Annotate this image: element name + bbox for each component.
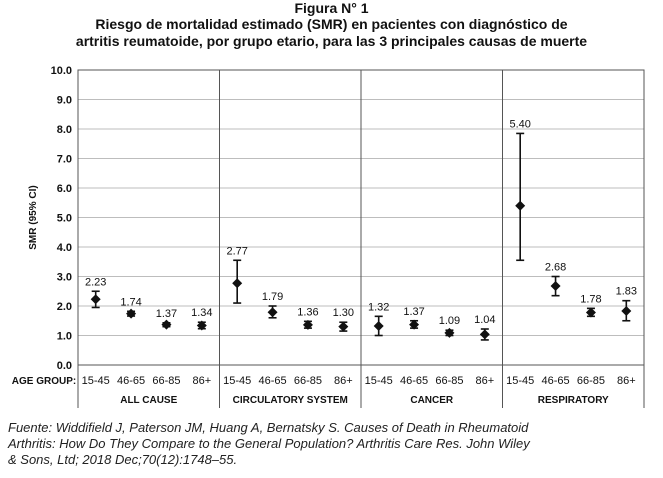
group-label: RESPIRATORY <box>538 395 609 406</box>
data-point-diamond <box>550 280 561 291</box>
data-label: 1.74 <box>120 296 141 308</box>
x-tick-label: 86+ <box>617 375 636 387</box>
y-tick-label: 1.0 <box>57 331 72 343</box>
y-tick-label: 6.0 <box>57 183 72 195</box>
data-label: 2.77 <box>226 245 247 257</box>
x-tick-label: 46-65 <box>117 375 145 387</box>
data-point-diamond <box>409 319 420 330</box>
data-label: 2.68 <box>545 262 566 274</box>
x-tick-label: 86+ <box>475 375 494 387</box>
y-tick-label: 10.0 <box>51 65 72 77</box>
data-point-diamond <box>302 319 313 330</box>
y-tick-label: 9.0 <box>57 95 72 107</box>
group-label: CIRCULATORY SYSTEM <box>233 395 348 406</box>
data-label: 1.30 <box>333 307 354 319</box>
data-label: 1.36 <box>297 306 318 318</box>
figure-caption: Fuente: Widdifield J, Paterson JM, Huang… <box>8 420 658 468</box>
data-point-diamond <box>515 200 526 211</box>
data-point-diamond <box>267 307 278 318</box>
data-point-diamond <box>373 321 384 332</box>
data-point-diamond <box>196 320 207 331</box>
data-label: 1.04 <box>474 314 495 326</box>
data-point-diamond <box>338 321 349 332</box>
data-label: 1.09 <box>439 315 460 327</box>
x-tick-label: 66-85 <box>577 375 605 387</box>
caption-line-1: Fuente: Widdifield J, Paterson JM, Huang… <box>8 420 529 435</box>
x-tick-label: 46-65 <box>258 375 286 387</box>
data-label: 1.83 <box>616 286 637 298</box>
y-tick-label: 2.0 <box>57 301 72 313</box>
data-point-diamond <box>585 307 596 318</box>
data-label: 1.78 <box>580 293 601 305</box>
data-point-diamond <box>126 308 137 319</box>
data-label: 1.34 <box>191 307 212 319</box>
x-tick-label: 66-85 <box>435 375 463 387</box>
y-tick-label: 7.0 <box>57 154 72 166</box>
data-label: 1.37 <box>156 308 177 320</box>
data-point-diamond <box>161 319 172 330</box>
x-tick-label: 86+ <box>192 375 211 387</box>
x-tick-label: 15-45 <box>82 375 110 387</box>
x-tick-label: 46-65 <box>541 375 569 387</box>
data-label: 1.79 <box>262 291 283 303</box>
group-label: ALL CAUSE <box>120 395 177 406</box>
x-tick-label: 86+ <box>334 375 353 387</box>
y-axis-label: SMR (95% CI) <box>28 185 39 249</box>
data-point-diamond <box>621 306 632 317</box>
group-label: CANCER <box>410 395 454 406</box>
x-tick-label: 15-45 <box>365 375 393 387</box>
data-point-diamond <box>479 329 490 340</box>
x-tick-label: 66-85 <box>152 375 180 387</box>
chart-title-line-1: Riesgo de mortalidad estimado (SMR) en p… <box>95 16 568 32</box>
x-axis-label: AGE GROUP: <box>12 376 76 387</box>
data-label: 1.37 <box>403 306 424 318</box>
y-tick-label: 4.0 <box>57 242 72 254</box>
data-label: 1.32 <box>368 301 389 313</box>
x-tick-label: 66-85 <box>294 375 322 387</box>
y-tick-label: 3.0 <box>57 272 72 284</box>
y-tick-label: 5.0 <box>57 213 72 225</box>
caption-line-2: Arthritis: How Do They Compare to the Ge… <box>8 436 530 451</box>
y-tick-label: 8.0 <box>57 124 72 136</box>
y-tick-label: 0.0 <box>57 360 72 372</box>
data-point-diamond <box>232 278 243 289</box>
caption-line-3: & Sons, Ltd; 2018 Dec;70(12):1748–55. <box>8 452 238 467</box>
data-point-diamond <box>90 294 101 305</box>
data-label: 2.23 <box>85 276 106 288</box>
data-point-diamond <box>444 327 455 338</box>
x-tick-label: 15-45 <box>506 375 534 387</box>
data-label: 5.40 <box>509 118 530 130</box>
figure-label: Figura N° 1 <box>294 0 369 16</box>
chart-title-line-2: artritis reumatoide, por grupo etario, p… <box>75 33 588 49</box>
x-tick-label: 46-65 <box>400 375 428 387</box>
x-tick-label: 15-45 <box>223 375 251 387</box>
